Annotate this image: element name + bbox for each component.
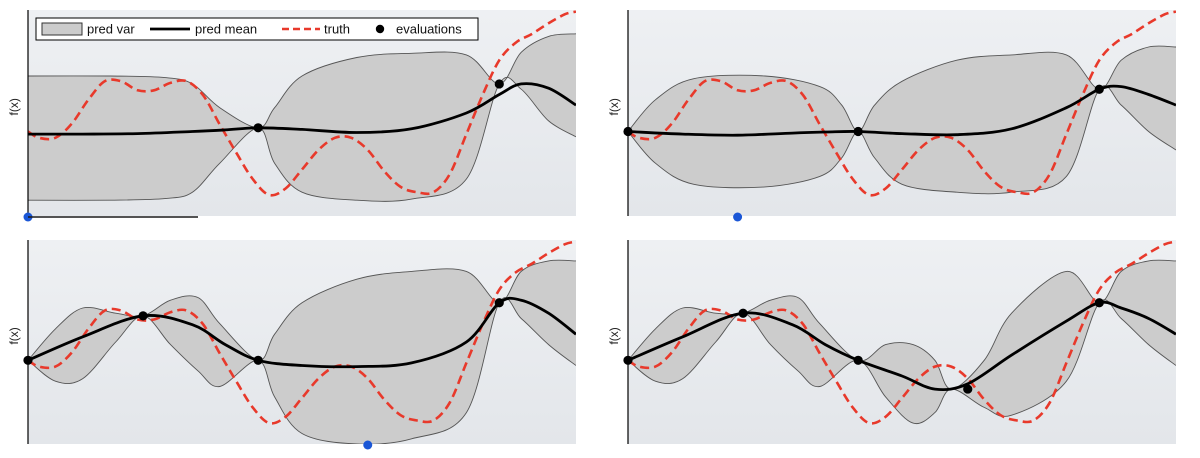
truth-line [28,240,576,425]
evaluation-point [853,355,863,365]
legend: pred var pred mean truth evaluations [35,17,479,41]
evaluation-point [738,308,748,318]
legend-label-pred-mean: pred mean [195,22,257,37]
evaluation-point [494,79,504,89]
variance-band-lower-edge [28,76,576,202]
next-sample-marker [363,440,373,450]
variance-band [628,46,1176,194]
evaluation-point [963,384,973,394]
legend-var-swatch [41,22,83,36]
truth-line [628,240,1176,425]
variance-band [28,260,576,444]
variance-band-upper-edge [628,45,1176,132]
legend-label-evaluations: evaluations [396,22,462,37]
evaluation-point [138,311,148,321]
variance-band-upper-edge [28,33,576,129]
evaluation-point [253,355,263,365]
legend-label-pred-var: pred var [87,22,135,37]
y-axis-label: f(x) [608,327,621,344]
chart-panel-bottom-left: f(x) [8,240,576,450]
pred-mean-line [28,82,576,136]
evaluation-point [853,126,863,137]
chart-panel-bottom-right: f(x) [608,240,1176,444]
variance-band-lower-edge [628,85,1176,195]
evaluation-point [253,123,263,133]
y-axis-label: f(x) [8,327,21,344]
legend-box [35,17,479,41]
variance-band-lower-edge [628,299,1176,425]
evaluation-point [1094,298,1104,308]
next-sample-marker [733,212,743,222]
legend-evaluations-swatch [375,24,385,34]
pred-mean-line [628,84,1176,137]
legend-label-truth: truth [324,22,350,37]
y-axis-label: f(x) [8,98,21,115]
truth-line [28,10,576,197]
plot-area [628,240,1176,425]
y-axis-label: f(x) [608,98,621,115]
evaluation-point [1094,84,1104,94]
variance-band [628,260,1176,424]
pred-mean-line [628,300,1176,392]
variance-band [28,33,576,202]
truth-line [628,10,1176,197]
evaluation-point [494,298,504,308]
chart-panel-top-right: f(x) [608,10,1176,222]
plot-area [28,10,576,202]
chart-panel-top-left: f(x) pred var pred mean truth evaluations [8,10,576,222]
plot-area [628,10,1176,197]
